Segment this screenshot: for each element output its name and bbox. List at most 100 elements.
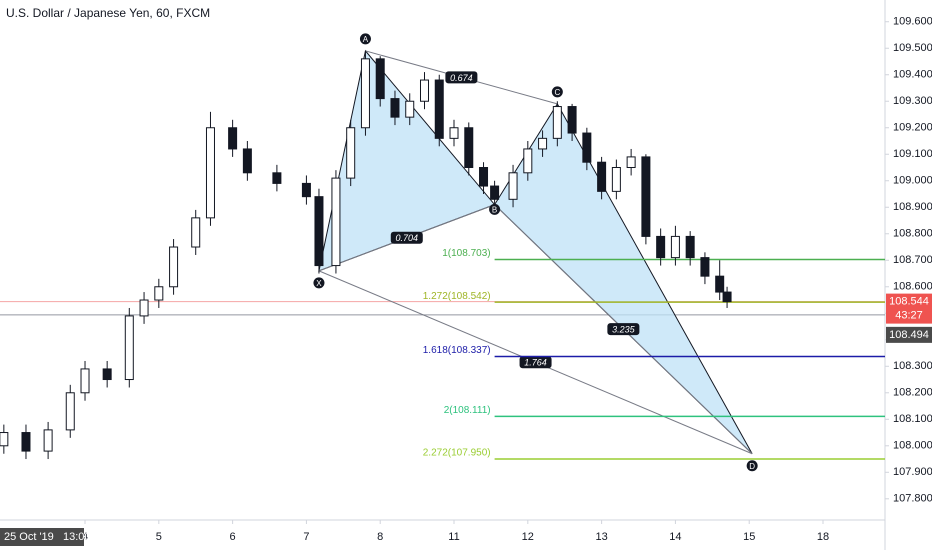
candle-body [449,127,459,139]
candle-body [582,132,592,163]
candle-body [169,246,179,288]
candle-body [656,235,666,259]
chart-title: U.S. Dollar / Japanese Yen, 60, FXCM [6,6,210,20]
y-tick-label: 108.700 [893,254,932,266]
ratio-box [390,231,423,244]
candle-body [722,291,732,303]
crosshair-time: 25 Oct '19 13:00 [4,531,91,543]
fib-label: 1(108.703) [442,248,490,259]
candle-body [405,100,415,118]
candle-body [523,148,533,174]
candle-body [626,156,636,169]
candle-body [611,167,621,192]
candle-body [685,235,695,259]
candle-body [464,127,474,169]
candle-body [80,368,90,394]
y-tick-label: 107.900 [893,466,932,478]
x-tick-label: 14 [669,531,681,543]
candle-body [228,127,238,150]
x-tick-label: 13 [595,531,607,543]
ratio-label: 0.674 [450,73,473,83]
candle-body [139,299,149,317]
point-label: C [554,88,560,97]
ratio-box [607,323,640,336]
candle-body [641,156,651,237]
candle-body [360,58,370,129]
y-tick-label: 109.100 [893,148,932,160]
candle-body [314,196,324,267]
y-tick-label: 109.500 [893,42,932,54]
fib-label: 1.272(108.542) [423,291,491,302]
y-tick-label: 109.600 [893,16,932,28]
candle-body [102,368,112,381]
point-marker [489,203,501,215]
y-tick-label: 109.000 [893,175,932,187]
candle-body [419,79,429,102]
candle-body [331,177,341,267]
candle-body [670,235,680,259]
candle-body [479,167,489,187]
y-tick-label: 109.200 [893,122,932,134]
point-marker [746,460,758,472]
y-tick-label: 107.800 [893,493,932,505]
candle-body [715,275,725,293]
candle-body [191,217,201,248]
candle-body [552,106,562,139]
y-tick-label: 109.400 [893,69,932,81]
ratio-label: 1.764 [524,358,547,368]
point-label: A [363,35,369,44]
candle-body [597,161,607,192]
candle-body [390,98,400,118]
candle-body [65,392,75,431]
ref-price-tag [886,326,932,343]
candle-body [567,106,577,134]
fib-label: 2(108.111) [444,405,491,416]
candle-body [272,172,282,184]
ratio-box [445,71,478,84]
y-tick-label: 108.300 [893,360,932,372]
x-tick-label: 15 [743,531,755,543]
candle-body [508,172,518,200]
last-price-label: 108.544 [889,296,929,308]
x-tick-label: 4 [82,531,88,543]
fib-label: 2.272(107.950) [423,448,491,459]
candle-body [346,127,356,179]
candle-body [242,148,252,174]
candle-body [205,127,215,219]
ratio-box [519,356,552,369]
candle-body [154,286,164,301]
candle-body [43,429,53,452]
candle-body [490,185,500,200]
candle-body [0,432,9,447]
candle-body [375,58,385,100]
x-tick-label: 11 [448,531,459,543]
point-label: X [316,279,322,288]
ref-price-label: 108.494 [889,329,929,341]
point-marker [359,33,371,45]
x-tick-label: 18 [817,531,829,543]
candle-body [434,79,444,139]
y-tick-label: 108.800 [893,228,932,240]
candle-body [21,432,31,452]
y-tick-label: 108.000 [893,440,932,452]
last-price-tag [886,293,932,324]
point-marker [313,277,325,289]
y-tick-label: 109.300 [893,95,932,107]
candle-body [124,315,134,381]
x-tick-label: 12 [522,531,534,543]
x-tick-label: 6 [230,531,236,543]
fib-label: 1.618(108.337) [423,345,491,356]
y-tick-label: 108.100 [893,413,932,425]
candle-body [538,137,548,150]
ratio-label: 0.704 [396,233,419,243]
y-tick-label: 108.200 [893,387,932,399]
candle-body [700,257,710,277]
y-tick-label: 108.900 [893,201,932,213]
ratio-label: 3.235 [612,325,636,335]
point-marker [551,86,563,98]
x-tick-label: 8 [377,531,383,543]
y-tick-label: 108.600 [893,281,932,293]
point-label: B [492,206,497,215]
